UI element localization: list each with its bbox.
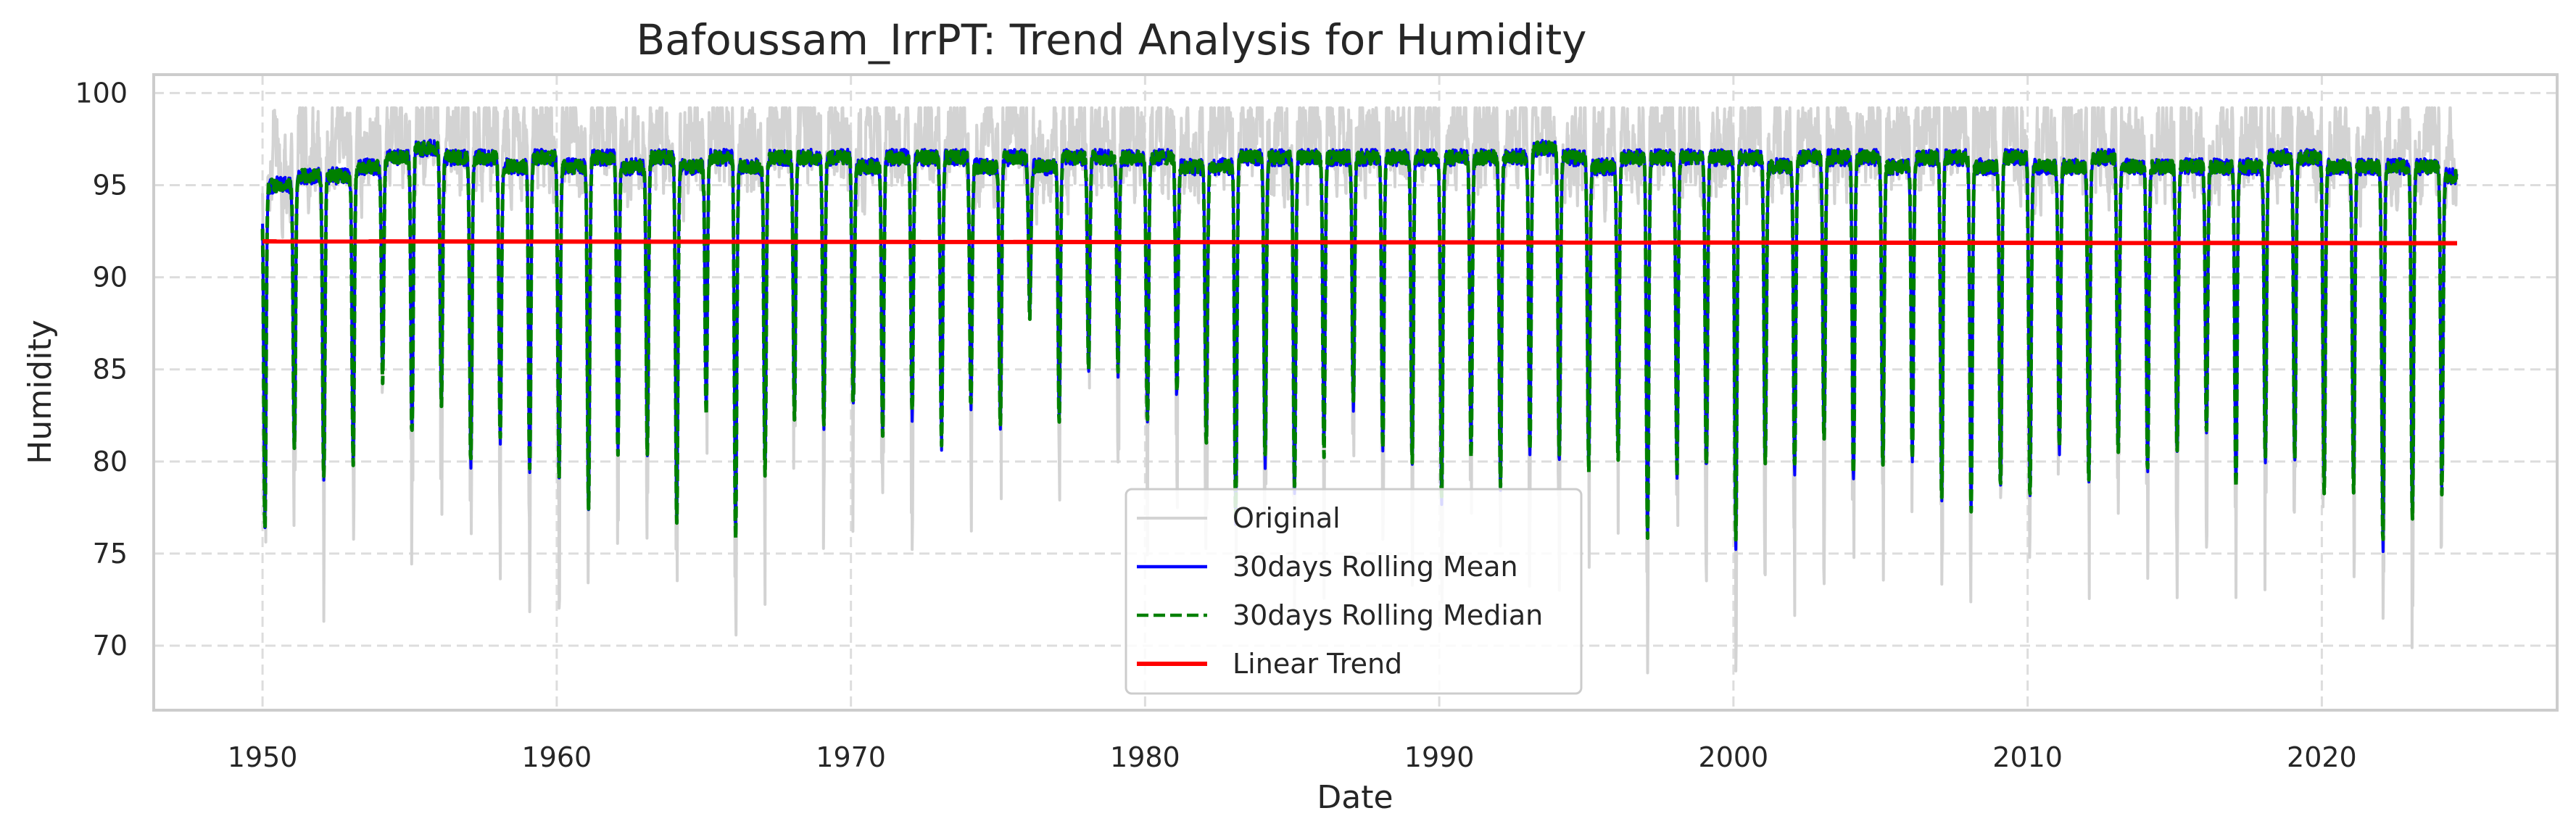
x-tick-label: 1950: [228, 741, 298, 773]
plot-frame: [152, 73, 2559, 712]
y-tick-label: 90: [93, 262, 128, 293]
y-axis-ticks: 70 75 80 85 90 95 100: [75, 77, 128, 662]
legend-label: 30days Rolling Median: [1233, 599, 1543, 631]
y-tick-label: 100: [75, 77, 128, 109]
x-axis-ticks: 1950 1960 1970 1980 1990 2000 2010 2020: [228, 741, 2357, 773]
x-tick-label: 2020: [2287, 741, 2357, 773]
y-tick-label: 75: [93, 538, 128, 570]
legend-label: 30days Rolling Mean: [1233, 551, 1518, 583]
series-rolling-median-line: [260, 140, 2459, 542]
rolling-median-line: [260, 140, 2459, 542]
y-tick-label: 95: [93, 170, 128, 201]
y-tick-label: 85: [93, 354, 128, 386]
x-tick-label: 2000: [1699, 741, 1769, 773]
x-axis-label: Date: [1317, 779, 1393, 816]
legend-label: Original: [1233, 502, 1341, 534]
series-linear-trend-line: [262, 239, 2458, 246]
x-tick-label: 1970: [816, 741, 886, 773]
y-tick-label: 70: [93, 630, 128, 662]
legend: Original 30days Rolling Mean 30days Rollin…: [1125, 488, 1583, 695]
x-tick-label: 2010: [1992, 741, 2063, 773]
y-tick-label: 80: [93, 446, 128, 478]
x-tick-label: 1990: [1404, 741, 1475, 773]
x-tick-label: 1980: [1110, 741, 1180, 773]
legend-box: [1125, 488, 1583, 695]
linear-trend-line: [262, 239, 2458, 246]
y-axis-label: Humidity: [22, 320, 59, 465]
x-tick-label: 1960: [522, 741, 592, 773]
chart-title: Bafoussam_IrrPT: Trend Analysis for Humi…: [636, 15, 1586, 64]
legend-label: Linear Trend: [1233, 648, 1402, 680]
